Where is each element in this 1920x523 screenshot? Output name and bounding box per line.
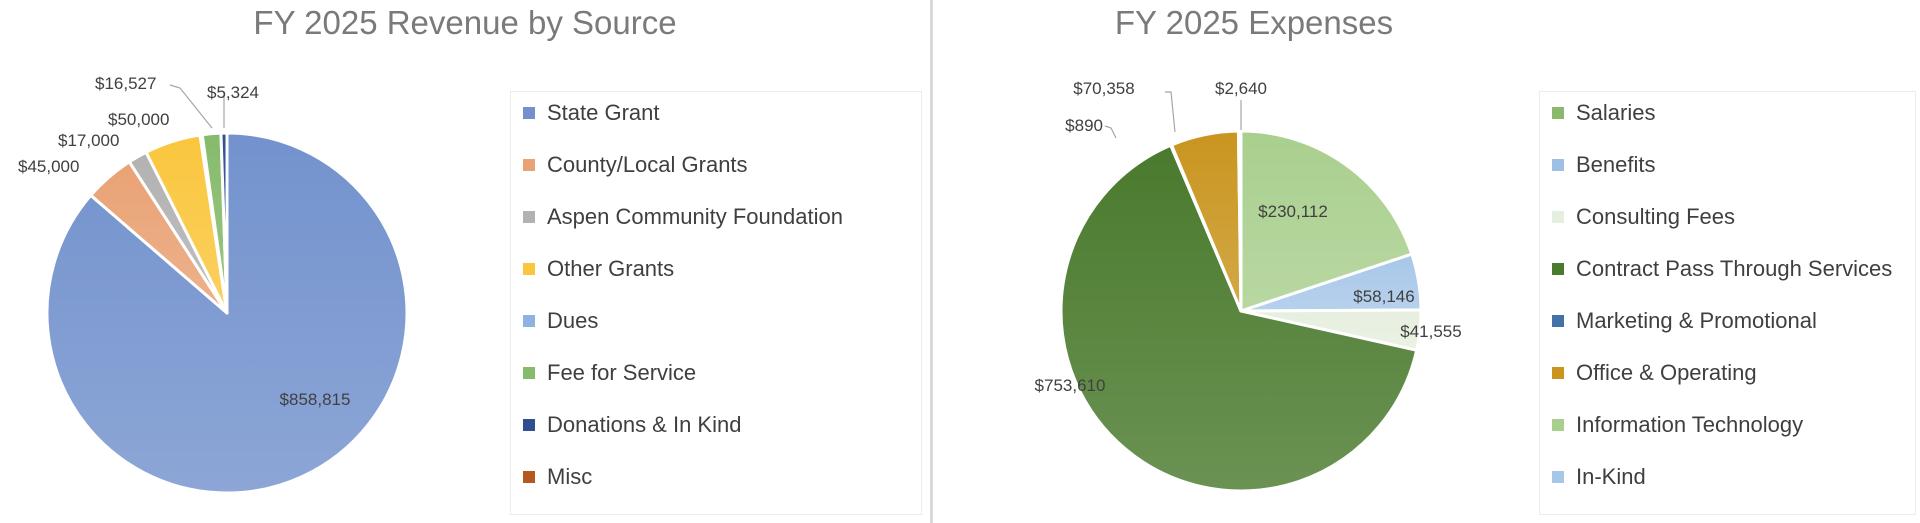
revenue-data-label-county-local-grants: $45,000 xyxy=(18,157,79,176)
expenses-pie-chart: $230,112 $58,146 $41,555 $753,610 $890 $70,35… xyxy=(1035,79,1462,493)
revenue-legend-swatch xyxy=(523,315,535,327)
revenue-legend: State Grant County/Local Grants Aspen Comm… xyxy=(510,91,922,515)
expenses-legend-label: Consulting Fees xyxy=(1576,204,1735,229)
expenses-legend-label: In-Kind xyxy=(1576,464,1646,489)
expenses-slice-contract-pass-through-services xyxy=(1059,143,1419,493)
expenses-legend-item-consulting-fees: Consulting Fees xyxy=(1540,202,1735,232)
expenses-slice-information-technology xyxy=(1239,129,1414,313)
expenses-legend-label: Salaries xyxy=(1576,100,1656,125)
expenses-legend-item-contract-pass-through-services: Contract Pass Through Services xyxy=(1540,254,1892,284)
revenue-chart-panel: FY 2025 Revenue by Source $858,815 $45,00… xyxy=(0,0,930,523)
expenses-data-label-in-kind: $58,146 xyxy=(1353,287,1414,306)
revenue-data-label-donations-and-in-kind: $5,324 xyxy=(207,83,259,102)
revenue-legend-swatch xyxy=(523,367,535,379)
revenue-legend-swatch xyxy=(523,159,535,171)
revenue-legend-item-dues: Dues xyxy=(511,306,598,336)
expenses-legend-label: Contract Pass Through Services xyxy=(1576,256,1893,281)
revenue-legend-label: Fee for Service xyxy=(547,360,697,385)
expenses-legend-swatch xyxy=(1552,159,1564,171)
revenue-legend-swatch xyxy=(523,419,535,431)
expenses-chart-panel: FY 2025 Expenses $230,112 $58,146 $41,555 $… xyxy=(933,0,1920,523)
revenue-legend-label: Other Grants xyxy=(547,256,675,281)
revenue-legend-label: County/Local Grants xyxy=(547,152,748,177)
panel-divider xyxy=(930,0,933,523)
expenses-legend-swatch xyxy=(1552,107,1564,119)
revenue-pie-chart: $858,815 $45,000 $17,000 $50,000 $16,527 $5,3… xyxy=(18,74,409,495)
expenses-legend-item-in-kind: In-Kind xyxy=(1540,462,1646,492)
revenue-legend-item-aspen-community-foundation: Aspen Community Foundation xyxy=(511,202,843,232)
revenue-legend-label: State Grant xyxy=(547,100,660,125)
expenses-chart-title: FY 2025 Expenses xyxy=(1114,4,1394,41)
expenses-leader-line xyxy=(1165,91,1176,133)
expenses-legend-swatch xyxy=(1552,419,1564,431)
expenses-legend-item-marketing-and-promotional: Marketing & Promotional xyxy=(1540,306,1817,336)
revenue-legend-item-state-grant: State Grant xyxy=(511,98,660,128)
expenses-data-label-marketing-and-promotional: $890 xyxy=(1065,116,1103,135)
expenses-data-label-office-and-operating: $70,358 xyxy=(1073,79,1134,98)
expenses-legend-item-benefits: Benefits xyxy=(1540,150,1656,180)
expenses-legend-label: Marketing & Promotional xyxy=(1576,308,1817,333)
revenue-legend-item-donations-and-in-kind: Donations & In Kind xyxy=(511,410,741,440)
expenses-legend-swatch xyxy=(1552,211,1564,223)
revenue-chart-title: FY 2025 Revenue by Source xyxy=(253,4,677,41)
revenue-legend-item-misc: Misc xyxy=(511,462,592,492)
revenue-legend-item-county-local-grants: County/Local Grants xyxy=(511,150,748,180)
revenue-legend-item-other-grants: Other Grants xyxy=(511,254,674,284)
expenses-legend-item-information-technology: Information Technology xyxy=(1540,410,1803,440)
expenses-legend-label: Benefits xyxy=(1576,152,1656,177)
revenue-legend-label: Dues xyxy=(547,308,599,333)
revenue-legend-label: Donations & In Kind xyxy=(547,412,742,437)
expenses-leader-line xyxy=(1104,125,1117,139)
expenses-legend-swatch xyxy=(1552,367,1564,379)
revenue-legend-swatch xyxy=(523,263,535,275)
revenue-leader-line xyxy=(169,84,213,129)
expenses-legend-swatch xyxy=(1552,315,1564,327)
expenses-data-label-information-technology: $230,112 xyxy=(1258,202,1328,221)
expenses-slice-salaries xyxy=(1236,129,1243,313)
expenses-data-label-contract-pass-through-services: $753,610 xyxy=(1035,376,1106,395)
expenses-legend: Salaries Benefits Consulting Fees Contract … xyxy=(1539,91,1916,515)
expenses-legend-item-office-and-operating: Office & Operating xyxy=(1540,358,1757,388)
revenue-legend-label: Misc xyxy=(547,464,593,489)
revenue-data-label-aspen-community-foundation: $17,000 xyxy=(58,131,119,150)
revenue-data-label-other-grants: $50,000 xyxy=(108,110,169,129)
revenue-slice-donations-and-in-kind xyxy=(219,131,229,315)
revenue-legend-swatch xyxy=(523,471,535,483)
expenses-legend-swatch xyxy=(1552,471,1564,483)
revenue-legend-item-fee-for-service: Fee for Service xyxy=(511,358,696,388)
revenue-data-label-fee-for-service: $16,527 xyxy=(95,74,156,93)
revenue-legend-swatch xyxy=(523,107,535,119)
expenses-legend-label: Information Technology xyxy=(1576,412,1804,437)
expenses-legend-swatch xyxy=(1552,263,1564,275)
revenue-legend-swatch xyxy=(523,211,535,223)
expenses-legend-item-salaries: Salaries xyxy=(1540,98,1655,128)
expenses-legend-label: Office & Operating xyxy=(1576,360,1757,385)
revenue-data-label-state-grant: $858,815 xyxy=(280,390,351,409)
expenses-data-label-salaries: $2,640 xyxy=(1215,79,1267,98)
expenses-data-label-consulting-fees: $41,555 xyxy=(1400,322,1461,341)
revenue-legend-label: Aspen Community Foundation xyxy=(547,204,843,229)
